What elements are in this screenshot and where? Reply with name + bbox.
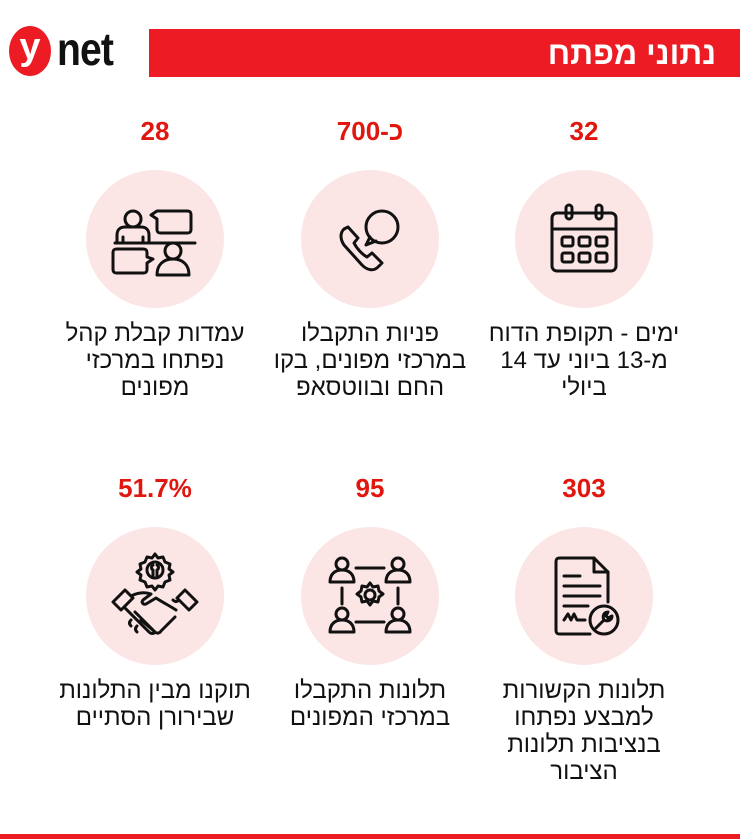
ynet-logo[interactable]: y net xyxy=(9,23,139,76)
page-title: נתוני מפתח xyxy=(547,35,716,71)
stat-description: תלונות הקשורות למבצע נפתחו בנציבות תלונו… xyxy=(502,677,666,785)
service-desk-icon xyxy=(111,209,197,277)
stat-description: תלונות התקבלו במרכזי המפונים xyxy=(289,677,451,731)
stat-card-complaints-centers: 95 תלונות התקבלו במרכזי המפונים xyxy=(265,471,475,731)
stat-description: תוקנו מבין התלונות שבירורן הסתיים xyxy=(59,677,251,731)
stat-card-inquiries: כ-700 פניות התקבלו במרכזי מפונים, בקו הח… xyxy=(265,114,475,401)
team-gear-icon xyxy=(328,556,412,634)
icon-circle xyxy=(301,527,439,665)
title-bar: נתוני מפתח xyxy=(149,29,740,77)
icon-circle xyxy=(86,170,224,308)
stat-value: 303 xyxy=(562,473,606,503)
stat-description: ימים - תקופת הדוח מ-13 ביוני עד 14 ביולי xyxy=(488,320,680,401)
stat-value: 95 xyxy=(355,473,385,503)
stat-card-days: 32 ימים - תקופת הדוח מ-13 ביוני עד 14 בי… xyxy=(479,114,689,401)
icon-circle xyxy=(515,170,653,308)
stat-card-service-desks: 28 עמדות קבלת קהל נפתחו במרכזי מפונים xyxy=(50,114,260,401)
stat-description: פניות התקבלו במרכזי מפונים, בקו החם ובוו… xyxy=(273,320,467,401)
bottom-divider xyxy=(0,834,740,839)
icon-circle xyxy=(86,527,224,665)
calendar-icon xyxy=(550,203,618,273)
stat-value: כ-700 xyxy=(336,116,404,146)
icon-circle xyxy=(515,527,653,665)
stat-description: עמדות קבלת קהל נפתחו במרכזי מפונים xyxy=(65,320,245,401)
stat-value: 28 xyxy=(140,116,170,146)
document-wrench-icon xyxy=(554,556,620,636)
logo-net-text: net xyxy=(57,23,114,75)
logo-y-circle: y xyxy=(9,26,51,76)
handshake-gear-icon xyxy=(111,552,199,635)
icon-circle xyxy=(301,170,439,308)
stat-card-complaints-ombudsman: 303 תלונות הקשורות למבצע נפתחו בנציבות ת… xyxy=(479,471,689,785)
stat-card-resolved: 51.7% תוקנו מבין התלונות שבירורן הסתיים xyxy=(50,471,260,731)
stat-value: 51.7% xyxy=(118,473,192,503)
stat-value: 32 xyxy=(569,116,599,146)
phone-chat-icon xyxy=(339,209,400,272)
